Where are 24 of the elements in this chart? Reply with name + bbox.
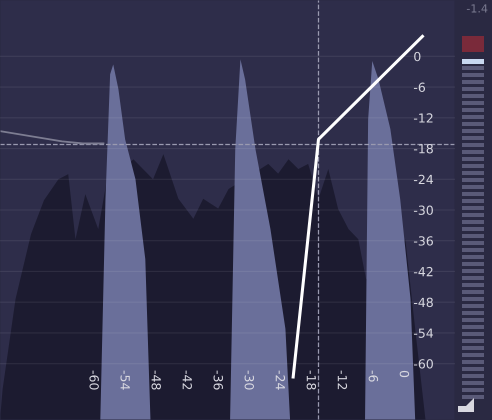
y-tick-label: -24 <box>414 174 434 184</box>
text: -1.4 <box>466 4 488 12</box>
x-tick-label: -18 <box>306 370 316 390</box>
y-tick-label: -12 <box>414 113 432 123</box>
x-tick-label: 0 <box>400 370 410 378</box>
y-tick-label: -36 <box>414 236 433 246</box>
y-tick-label: -6 <box>414 82 426 92</box>
y-tick-label: -54 <box>414 328 434 338</box>
x-tick-label: -12 <box>338 370 348 390</box>
line-series <box>0 130 104 144</box>
y-tick-label: -30 <box>414 205 433 215</box>
x-tick-label: -48 <box>151 370 161 390</box>
y-tick-label: 0 <box>414 52 420 62</box>
x-tick-label: -36 <box>214 370 223 390</box>
y-tick-label: -18 <box>414 144 433 154</box>
x-tick-label: -24 <box>276 370 286 390</box>
y-tick-label: -60 <box>414 359 433 369</box>
x-tick-label: -6 <box>368 370 378 382</box>
x-tick-label: -60 <box>89 370 99 390</box>
x-tick-label: -54 <box>120 370 130 390</box>
x-tick-label: -42 <box>182 370 192 390</box>
y-tick-label: -48 <box>414 298 433 308</box>
x-tick-label: -30 <box>244 370 254 390</box>
y-tick-label: -42 <box>414 266 432 276</box>
